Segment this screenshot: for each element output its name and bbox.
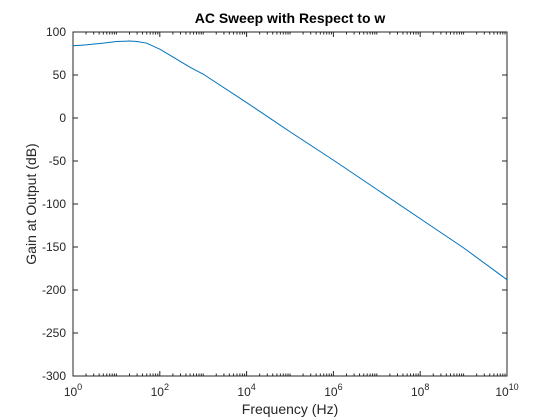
y-axis-label: Gain at Output (dB) — [23, 143, 39, 264]
y-tick-label: -200 — [42, 283, 66, 297]
series-line — [72, 40, 508, 281]
x-tick-label: 1010 — [495, 382, 518, 399]
x-tick-label: 106 — [324, 382, 342, 399]
axis-ticks — [72, 31, 508, 377]
x-axis-label: Frequency (Hz) — [242, 401, 338, 417]
y-tick-label: 50 — [53, 68, 67, 82]
y-tick-label: -300 — [42, 369, 66, 383]
x-tick-labels: 100 102 104 106 108 1010 — [64, 382, 519, 399]
x-tick-label: 104 — [237, 382, 255, 399]
y-tick-label: -250 — [42, 326, 66, 340]
y-tick-label: 0 — [59, 111, 66, 125]
x-tick-label: 100 — [64, 382, 82, 399]
plot-area — [72, 31, 508, 377]
x-tick-label: 108 — [411, 382, 429, 399]
y-tick-label: -100 — [42, 197, 66, 211]
y-tick-label: 100 — [46, 25, 66, 39]
y-tick-label: -50 — [49, 154, 67, 168]
chart-title: AC Sweep with Respect to w — [195, 10, 386, 26]
y-tick-labels: 100 50 0 -50 -100 -150 -200 -250 -300 — [42, 25, 66, 383]
x-tick-label: 102 — [151, 382, 169, 399]
y-tick-label: -150 — [42, 240, 66, 254]
